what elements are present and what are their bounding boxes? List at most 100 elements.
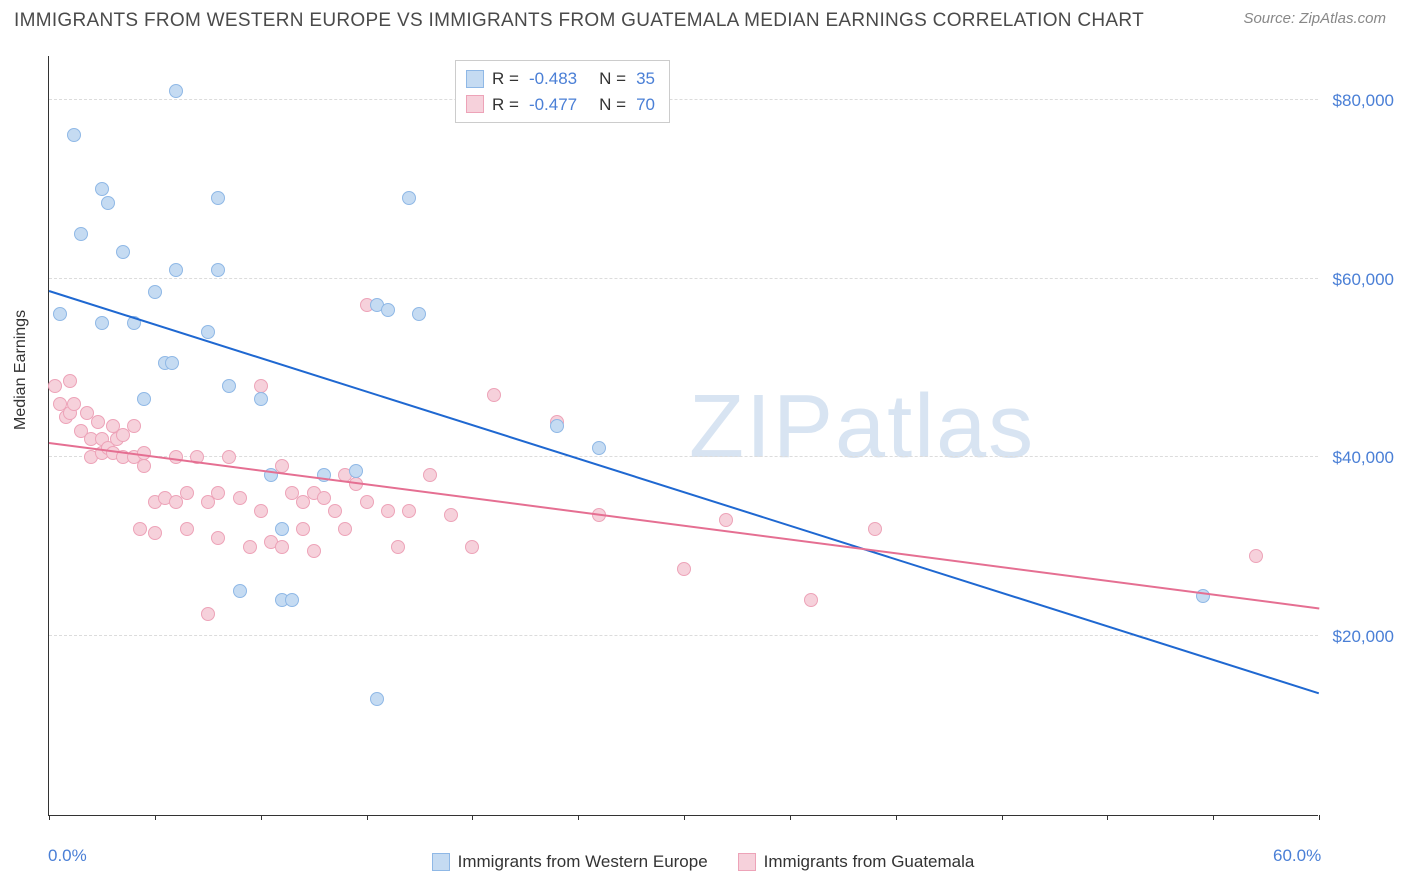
legend-item: Immigrants from Western Europe: [432, 852, 708, 872]
legend-swatch: [432, 853, 450, 871]
data-point: [381, 303, 395, 317]
data-point: [254, 379, 268, 393]
x-tick: [578, 815, 579, 820]
data-point: [169, 263, 183, 277]
data-point: [487, 388, 501, 402]
data-point: [868, 522, 882, 536]
data-point: [211, 263, 225, 277]
data-point: [243, 540, 257, 554]
data-point: [211, 486, 225, 500]
y-tick-label: $80,000: [1333, 91, 1394, 111]
gridline-h: [49, 99, 1318, 100]
data-point: [180, 522, 194, 536]
data-point: [391, 540, 405, 554]
data-point: [349, 464, 363, 478]
data-point: [1249, 549, 1263, 563]
legend-label: Immigrants from Guatemala: [764, 852, 975, 872]
legend-swatch: [738, 853, 756, 871]
data-point: [222, 450, 236, 464]
data-point: [465, 540, 479, 554]
y-tick-label: $40,000: [1333, 448, 1394, 468]
legend-swatch: [466, 95, 484, 113]
x-tick: [472, 815, 473, 820]
data-point: [148, 285, 162, 299]
data-point: [338, 522, 352, 536]
data-point: [133, 522, 147, 536]
data-point: [48, 379, 62, 393]
data-point: [254, 392, 268, 406]
x-tick: [155, 815, 156, 820]
x-tick: [367, 815, 368, 820]
x-tick: [1319, 815, 1320, 820]
data-point: [211, 531, 225, 545]
stat-label-r: R =: [492, 66, 519, 92]
stat-label-r: R =: [492, 92, 519, 118]
data-point: [296, 522, 310, 536]
data-point: [370, 692, 384, 706]
data-point: [53, 307, 67, 321]
stat-value-n: 70: [636, 92, 655, 118]
legend: Immigrants from Western Europe Immigrants…: [0, 852, 1406, 872]
x-tick: [1002, 815, 1003, 820]
stat-value-r: -0.483: [529, 66, 577, 92]
data-point: [550, 419, 564, 433]
data-point: [444, 508, 458, 522]
gridline-h: [49, 456, 1318, 457]
legend-item: Immigrants from Guatemala: [738, 852, 975, 872]
data-point: [317, 491, 331, 505]
x-tick: [1107, 815, 1108, 820]
gridline-h: [49, 278, 1318, 279]
x-tick: [896, 815, 897, 820]
chart-title: IMMIGRANTS FROM WESTERN EUROPE VS IMMIGR…: [14, 10, 1144, 32]
data-point: [592, 441, 606, 455]
data-point: [275, 540, 289, 554]
stat-label-n: N =: [599, 66, 626, 92]
data-point: [116, 245, 130, 259]
stats-row: R = -0.483 N = 35: [466, 66, 655, 92]
data-point: [67, 397, 81, 411]
data-point: [402, 504, 416, 518]
x-tick: [261, 815, 262, 820]
data-point: [127, 419, 141, 433]
x-tick: [1213, 815, 1214, 820]
data-point: [307, 544, 321, 558]
data-point: [211, 191, 225, 205]
data-point: [67, 128, 81, 142]
data-point: [402, 191, 416, 205]
data-point: [677, 562, 691, 576]
data-point: [165, 356, 179, 370]
data-point: [233, 584, 247, 598]
data-point: [101, 196, 115, 210]
watermark: ZIPatlas: [689, 376, 1035, 479]
data-point: [254, 504, 268, 518]
y-tick-label: $20,000: [1333, 627, 1394, 647]
data-point: [137, 392, 151, 406]
data-point: [285, 593, 299, 607]
data-point: [804, 593, 818, 607]
data-point: [719, 513, 733, 527]
data-point: [328, 504, 342, 518]
data-point: [381, 504, 395, 518]
data-point: [148, 526, 162, 540]
x-tick-label: 0.0%: [48, 846, 87, 866]
stat-value-r: -0.477: [529, 92, 577, 118]
data-point: [233, 491, 247, 505]
x-tick: [790, 815, 791, 820]
data-point: [169, 84, 183, 98]
y-tick-label: $60,000: [1333, 270, 1394, 290]
data-point: [201, 607, 215, 621]
legend-swatch: [466, 70, 484, 88]
data-point: [423, 468, 437, 482]
legend-label: Immigrants from Western Europe: [458, 852, 708, 872]
data-point: [201, 325, 215, 339]
data-point: [180, 486, 194, 500]
data-point: [222, 379, 236, 393]
data-point: [74, 227, 88, 241]
data-point: [137, 459, 151, 473]
x-tick: [49, 815, 50, 820]
stat-value-n: 35: [636, 66, 655, 92]
scatter-chart: ZIPatlas: [48, 56, 1318, 816]
x-tick-label: 60.0%: [1273, 846, 1321, 866]
stat-label-n: N =: [599, 92, 626, 118]
y-axis-label: Median Earnings: [12, 310, 30, 430]
